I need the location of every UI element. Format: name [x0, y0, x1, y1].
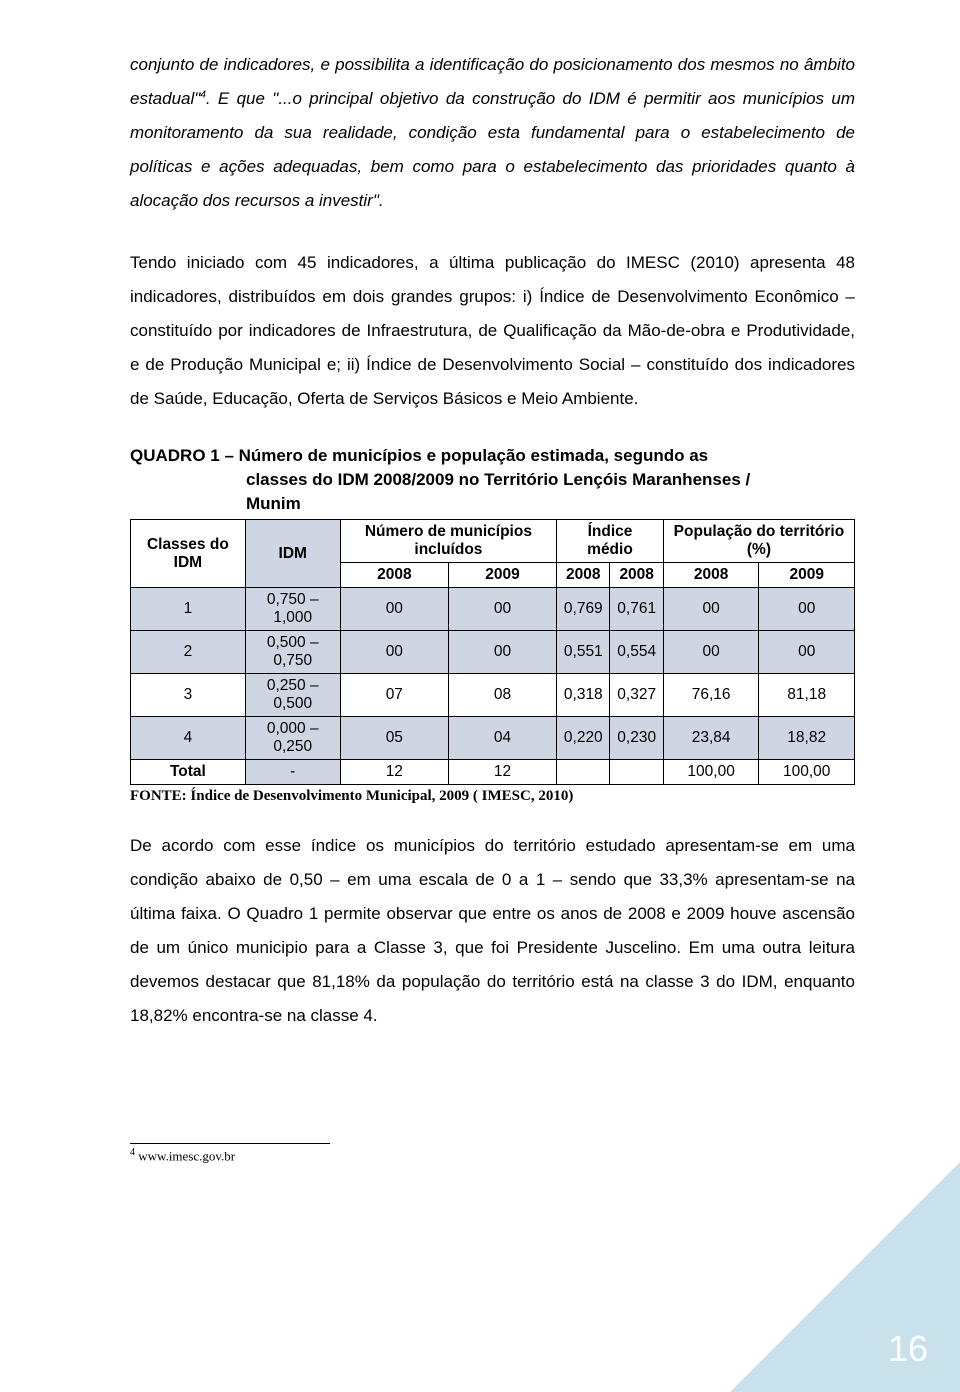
- cell: 04: [448, 717, 556, 760]
- footnote-text: www.imesc.gov.br: [135, 1149, 235, 1164]
- cell: 12: [340, 760, 448, 785]
- cell: 00: [340, 588, 448, 631]
- cell: 0,551: [557, 631, 610, 674]
- cell: 0,327: [610, 674, 663, 717]
- cell: 100,00: [663, 760, 759, 785]
- cell: 0,761: [610, 588, 663, 631]
- cell: 23,84: [663, 717, 759, 760]
- footnote-rule: [130, 1143, 330, 1144]
- cell: 00: [448, 588, 556, 631]
- quadro-table-wrap: Classes do IDM IDM Número de municípios …: [130, 519, 855, 785]
- paragraph-1: conjunto de indicadores, e possibilita a…: [130, 48, 855, 218]
- quadro-table: Classes do IDM IDM Número de municípios …: [130, 519, 855, 785]
- quadro-title-line1: QUADRO 1 – Número de municípios e popula…: [130, 446, 708, 465]
- table-row: 3 0,250 – 0,500 07 08 0,318 0,327 76,16 …: [131, 674, 855, 717]
- th-classes: Classes do IDM: [131, 520, 246, 588]
- th-year: 2008: [340, 563, 448, 588]
- cell-total-label: Total: [131, 760, 246, 785]
- table-total-row: Total - 12 12 100,00 100,00: [131, 760, 855, 785]
- cell: 0,318: [557, 674, 610, 717]
- cell: 2: [131, 631, 246, 674]
- th-year: 2009: [448, 563, 556, 588]
- cell: 0,220: [557, 717, 610, 760]
- cell: 0,750 – 1,000: [245, 588, 340, 631]
- cell: 0,554: [610, 631, 663, 674]
- quadro-title-line2: classes do IDM 2008/2009 no Território L…: [130, 468, 855, 492]
- th-idm: IDM: [245, 520, 340, 588]
- cell: 0,000 – 0,250: [245, 717, 340, 760]
- cell: 0,769: [557, 588, 610, 631]
- cell: 00: [663, 588, 759, 631]
- cell: 0,500 – 0,750: [245, 631, 340, 674]
- cell: 76,16: [663, 674, 759, 717]
- cell: [610, 760, 663, 785]
- th-year: 2008: [557, 563, 610, 588]
- th-num-municipios: Número de municípios incluídos: [340, 520, 556, 563]
- th-year: 2008: [663, 563, 759, 588]
- paragraph-2: Tendo iniciado com 45 indicadores, a últ…: [130, 246, 855, 416]
- cell: 05: [340, 717, 448, 760]
- page-number: 16: [888, 1328, 928, 1370]
- cell: 81,18: [759, 674, 855, 717]
- cell: 18,82: [759, 717, 855, 760]
- table-row: 2 0,500 – 0,750 00 00 0,551 0,554 00 00: [131, 631, 855, 674]
- cell: 00: [448, 631, 556, 674]
- cell: [557, 760, 610, 785]
- cell: 00: [759, 588, 855, 631]
- cell: 00: [663, 631, 759, 674]
- cell: 0,230: [610, 717, 663, 760]
- table-row: 4 0,000 – 0,250 05 04 0,220 0,230 23,84 …: [131, 717, 855, 760]
- th-indice-medio: Índice médio: [557, 520, 664, 563]
- cell: 3: [131, 674, 246, 717]
- cell: 08: [448, 674, 556, 717]
- cell: 4: [131, 717, 246, 760]
- table-header-row-1: Classes do IDM IDM Número de municípios …: [131, 520, 855, 563]
- cell: 00: [340, 631, 448, 674]
- th-year: 2009: [759, 563, 855, 588]
- cell: 07: [340, 674, 448, 717]
- th-populacao: População do território (%): [663, 520, 854, 563]
- fonte-label: FONTE: Índice de Desenvolvimento Municip…: [130, 788, 855, 805]
- th-year: 2008: [610, 563, 663, 588]
- cell: 12: [448, 760, 556, 785]
- paragraph-3: De acordo com esse índice os municípios …: [130, 829, 855, 1033]
- table-row: 1 0,750 – 1,000 00 00 0,769 0,761 00 00: [131, 588, 855, 631]
- cell: 0,250 – 0,500: [245, 674, 340, 717]
- cell: 100,00: [759, 760, 855, 785]
- quadro-title-line3: Munim: [130, 492, 855, 516]
- cell: -: [245, 760, 340, 785]
- cell: 1: [131, 588, 246, 631]
- cell: 00: [759, 631, 855, 674]
- quadro-title: QUADRO 1 – Número de municípios e popula…: [130, 444, 855, 515]
- paragraph-1-part-b: . E que "...o principal objetivo da cons…: [130, 89, 855, 210]
